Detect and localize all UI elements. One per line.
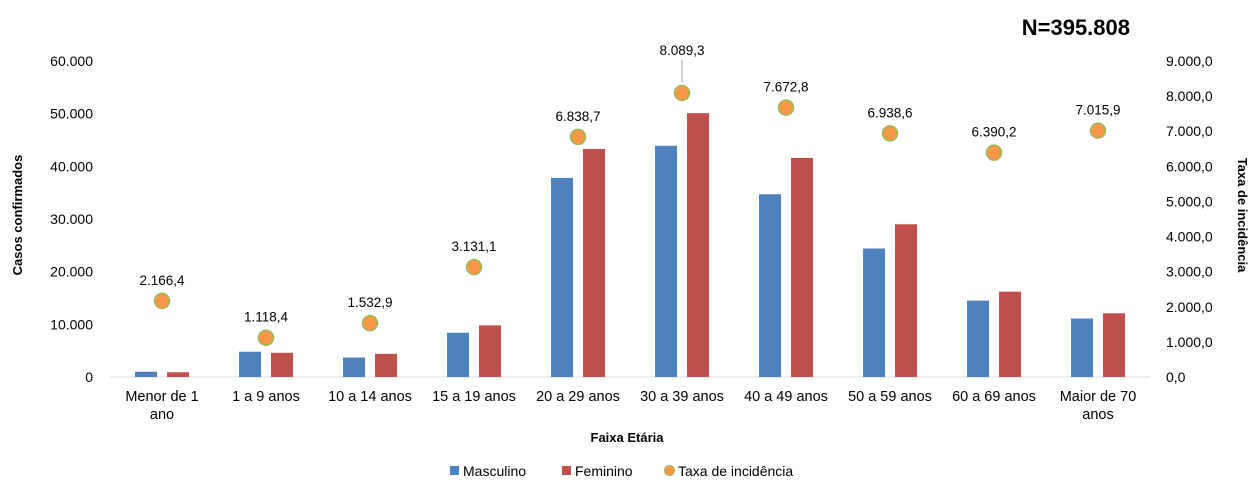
x-tick-label: 50 a 59 anos xyxy=(848,389,932,405)
incidence-data-label: 7.015,9 xyxy=(1075,103,1120,118)
y2-tick-label: 0,0 xyxy=(1166,369,1186,385)
y-tick-label: 40.000 xyxy=(50,158,93,174)
x-tick-label: Maior de 70 anos xyxy=(1060,389,1137,423)
y-tick-label: 50.000 xyxy=(50,106,93,122)
incidence-data-label: 6.390,2 xyxy=(971,125,1016,140)
y2-tick-label: 2.000,0 xyxy=(1166,299,1213,315)
y2-tick-label: 3.000,0 xyxy=(1166,264,1213,280)
incidence-data-label: 6.838,7 xyxy=(555,109,600,124)
x-tick-label: 40 a 49 anos xyxy=(744,389,828,405)
bar-feminino xyxy=(375,353,397,377)
bar-masculino xyxy=(967,300,989,377)
bar-feminino xyxy=(271,352,293,377)
bar-feminino xyxy=(895,224,917,377)
incidence-data-label: 6.938,6 xyxy=(867,105,912,120)
x-tick-label: 15 a 19 anos xyxy=(432,389,516,405)
y-axis-title: Casos confirmados xyxy=(10,155,25,276)
incidence-points: 2.166,4 1.118,4 1.532,9 3.131,1 6.838,7 8.089… xyxy=(139,43,1121,346)
x-tick-label: 60 a 69 anos xyxy=(952,389,1036,405)
legend-label: Feminino xyxy=(575,463,633,479)
y-tick-label: 20.000 xyxy=(50,264,93,280)
incidence-point xyxy=(361,314,379,332)
x-tick-label: Menor de 1 ano xyxy=(125,389,198,423)
left-axis: 0 10.000 20.000 30.000 40.000 50.000 60.000 xyxy=(50,53,93,385)
y2-axis-title: Taxa de incidência xyxy=(1235,158,1250,273)
sample-size-label: N=395.808 xyxy=(1022,15,1130,40)
bar-feminino xyxy=(687,113,709,377)
incidence-point xyxy=(1089,122,1107,139)
incidence-point xyxy=(777,99,795,116)
incidence-point xyxy=(881,125,899,142)
bar-feminino xyxy=(583,148,605,377)
bar-masculino xyxy=(343,357,365,377)
incidence-data-label: 1.532,9 xyxy=(347,295,392,310)
right-axis: 0,0 1.000,0 2.000,0 3.000,0 4.000,0 5.000,0 6.… xyxy=(1166,53,1213,385)
bar-masculino xyxy=(135,371,157,377)
bar-masculino xyxy=(655,145,677,377)
bar-masculino xyxy=(447,332,469,377)
incidence-point xyxy=(153,292,171,310)
bars xyxy=(135,113,1125,377)
y-tick-label: 60.000 xyxy=(50,53,93,69)
incidence-data-label: 2.166,4 xyxy=(139,273,185,288)
legend-swatch xyxy=(664,465,675,476)
bar-masculino xyxy=(1071,318,1093,377)
incidence-point xyxy=(985,144,1003,161)
y-tick-label: 10.000 xyxy=(50,316,93,332)
y2-tick-label: 1.000,0 xyxy=(1166,334,1213,350)
bar-masculino xyxy=(759,194,781,377)
x-tick-label: 20 a 29 anos xyxy=(536,389,620,405)
bar-feminino xyxy=(167,372,189,377)
x-axis: Menor de 1 ano 1 a 9 anos 10 a 14 anos 15 a … xyxy=(110,376,1150,423)
legend-swatch xyxy=(562,466,571,475)
y2-tick-label: 7.000,0 xyxy=(1166,123,1213,139)
y-tick-label: 0 xyxy=(85,369,93,385)
x-tick-label: 1 a 9 anos xyxy=(232,389,300,405)
x-tick-label: 10 a 14 anos xyxy=(328,389,412,405)
incidence-point xyxy=(465,258,483,276)
incidence-data-label: 7.672,8 xyxy=(763,80,808,95)
y2-tick-label: 5.000,0 xyxy=(1166,193,1213,209)
bar-masculino xyxy=(551,177,573,377)
bar-masculino xyxy=(863,248,885,377)
legend-swatch xyxy=(450,466,459,475)
y-tick-label: 30.000 xyxy=(50,211,93,227)
legend-label: Masculino xyxy=(463,463,526,479)
y2-tick-label: 9.000,0 xyxy=(1166,53,1213,69)
incidence-data-label: 3.131,1 xyxy=(451,239,496,254)
incidence-point xyxy=(569,128,587,146)
bar-feminino xyxy=(791,157,813,377)
x-axis-title: Faixa Etária xyxy=(591,430,665,445)
bar-feminino xyxy=(999,291,1021,377)
legend: Masculino Feminino Taxa de incidência xyxy=(450,463,793,479)
incidence-point xyxy=(673,84,691,102)
x-tick-label: 30 a 39 anos xyxy=(640,389,724,405)
bar-masculino xyxy=(239,351,261,377)
bar-feminino xyxy=(479,325,501,377)
bar-feminino xyxy=(1103,313,1125,377)
y2-tick-label: 4.000,0 xyxy=(1166,229,1213,245)
incidence-data-label: 1.118,4 xyxy=(244,310,289,325)
incidence-data-label: 8.089,3 xyxy=(659,43,704,58)
y2-tick-label: 8.000,0 xyxy=(1166,88,1213,104)
legend-label: Taxa de incidência xyxy=(678,463,793,479)
y2-tick-label: 6.000,0 xyxy=(1166,158,1213,174)
incidence-point xyxy=(257,329,275,346)
